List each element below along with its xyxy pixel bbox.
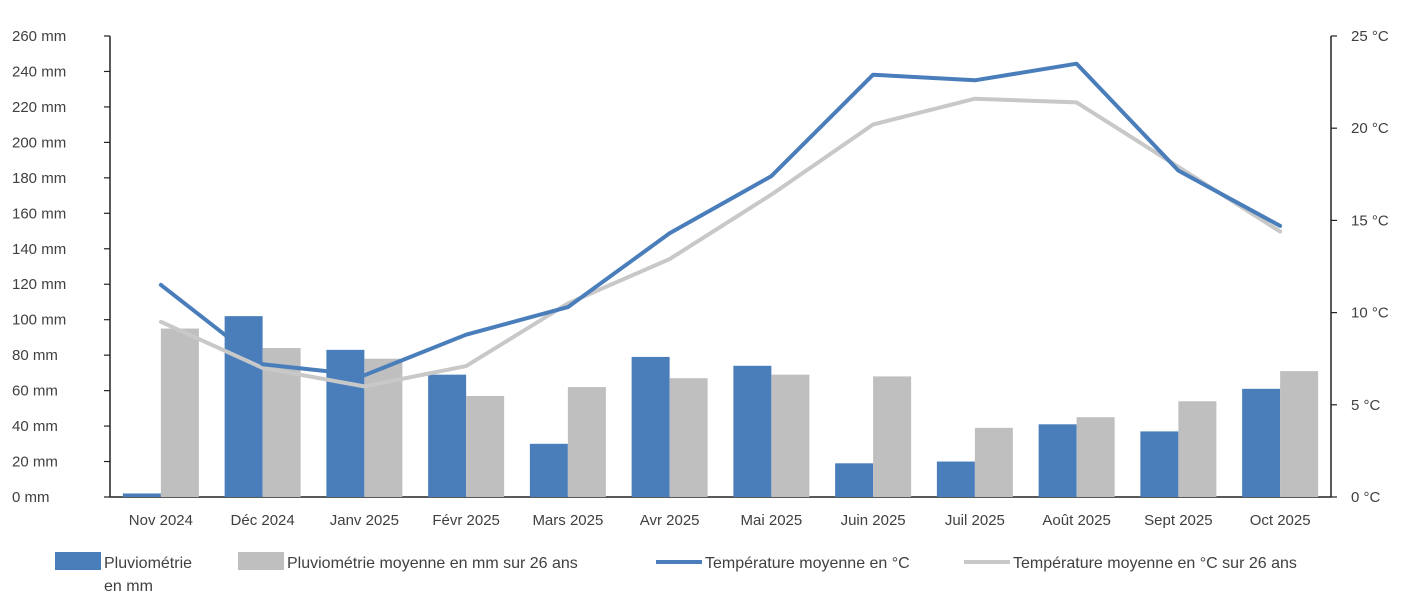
x-axis-tick-label: Août 2025 xyxy=(1042,512,1110,529)
right-axis-tick-label: 20 °C xyxy=(1351,120,1389,137)
legend-label-1-line2: en mm xyxy=(104,578,153,595)
right-axis-tick-label: 5 °C xyxy=(1351,397,1381,414)
rainfall-bar xyxy=(733,365,772,497)
avg-rainfall-bar xyxy=(466,395,505,497)
rainfall-bar xyxy=(428,374,467,497)
avg-rainfall-bar xyxy=(669,378,708,497)
left-axis-tick-label: 180 mm xyxy=(12,170,66,187)
x-axis-tick-label: Mai 2025 xyxy=(741,512,803,529)
left-axis-tick-label: 160 mm xyxy=(12,205,66,222)
avg-rainfall-bar xyxy=(567,387,606,497)
left-axis-tick-label: 220 mm xyxy=(12,99,66,116)
rainfall-bar xyxy=(835,463,874,497)
right-axis-tick-label: 10 °C xyxy=(1351,305,1389,322)
x-axis-tick-label: Avr 2025 xyxy=(640,512,700,529)
x-axis-tick-label: Sept 2025 xyxy=(1144,512,1212,529)
x-axis-tick-label: Juil 2025 xyxy=(945,512,1005,529)
left-axis-tick-label: 100 mm xyxy=(12,312,66,329)
legend-swatch-1 xyxy=(55,552,101,570)
x-axis-tick-label: Nov 2024 xyxy=(129,512,193,529)
avg-rainfall-bar xyxy=(873,376,912,497)
left-axis-tick-label: 40 mm xyxy=(12,418,58,435)
left-axis-tick-label: 200 mm xyxy=(12,134,66,151)
left-axis-tick-label: 20 mm xyxy=(12,454,58,471)
right-axis-tick-label: 0 °C xyxy=(1351,489,1381,506)
bars xyxy=(122,316,1319,497)
rainfall-bar xyxy=(529,443,568,497)
left-axis-tick-label: 60 mm xyxy=(12,383,58,400)
axes: 0 mm 20 mm 40 mm 60 mm 80 mm 100 mm 120 mm 140 … xyxy=(12,28,1389,529)
rainfall-bar xyxy=(1140,431,1179,497)
avg-rainfall-bar xyxy=(1280,371,1319,497)
left-axis-tick-label: 260 mm xyxy=(12,28,66,45)
avg-rainfall-bar xyxy=(771,374,810,497)
avg-rainfall-bar xyxy=(974,427,1013,497)
rainfall-bar xyxy=(122,493,161,497)
x-axis-tick-label: Févr 2025 xyxy=(432,512,500,529)
legend: Pluviométrie en mm Pluviométrie moyenne en… xyxy=(55,552,1297,595)
rainfall-bar xyxy=(1038,424,1077,497)
legend-label-1: Pluviométrie xyxy=(104,555,192,572)
x-axis-tick-label: Janv 2025 xyxy=(330,512,399,529)
left-axis-tick-label: 240 mm xyxy=(12,63,66,80)
legend-label-2: Pluviométrie moyenne en mm sur 26 ans xyxy=(287,555,578,572)
left-axis-tick-label: 0 mm xyxy=(12,489,50,506)
legend-label-4: Température moyenne en °C sur 26 ans xyxy=(1013,555,1297,572)
rainfall-bar xyxy=(936,461,975,497)
left-axis-tick-label: 120 mm xyxy=(12,276,66,293)
avg-rainfall-bar xyxy=(160,328,199,497)
lines xyxy=(158,61,1283,389)
rainfall-bar xyxy=(1242,388,1281,497)
legend-label-3: Température moyenne en °C xyxy=(705,555,910,572)
rainfall-bar xyxy=(224,316,263,497)
right-axis-tick-label: 15 °C xyxy=(1351,212,1389,229)
temperature-line xyxy=(158,61,1283,378)
avg-rainfall-bar xyxy=(1076,417,1115,497)
right-axis-tick-label: 25 °C xyxy=(1351,28,1389,45)
left-axis-tick-label: 140 mm xyxy=(12,241,66,258)
rainfall-bar xyxy=(631,356,670,497)
x-axis-tick-label: Juin 2025 xyxy=(841,512,906,529)
x-axis-tick-label: Oct 2025 xyxy=(1250,512,1311,529)
left-axis-tick-label: 80 mm xyxy=(12,347,58,364)
legend-swatch-2 xyxy=(238,552,284,570)
x-axis-tick-label: Mars 2025 xyxy=(532,512,603,529)
avg-temperature-line xyxy=(158,96,1283,389)
x-axis-tick-label: Déc 2024 xyxy=(231,512,295,529)
avg-rainfall-bar xyxy=(1178,401,1217,497)
